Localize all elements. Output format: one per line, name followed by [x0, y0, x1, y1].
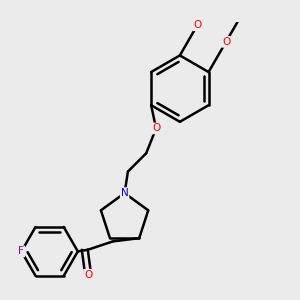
Text: F: F — [19, 246, 24, 256]
Text: O: O — [193, 20, 201, 30]
Text: N: N — [121, 188, 128, 198]
Text: O: O — [152, 123, 160, 134]
Text: O: O — [84, 270, 92, 280]
Text: O: O — [222, 37, 230, 47]
